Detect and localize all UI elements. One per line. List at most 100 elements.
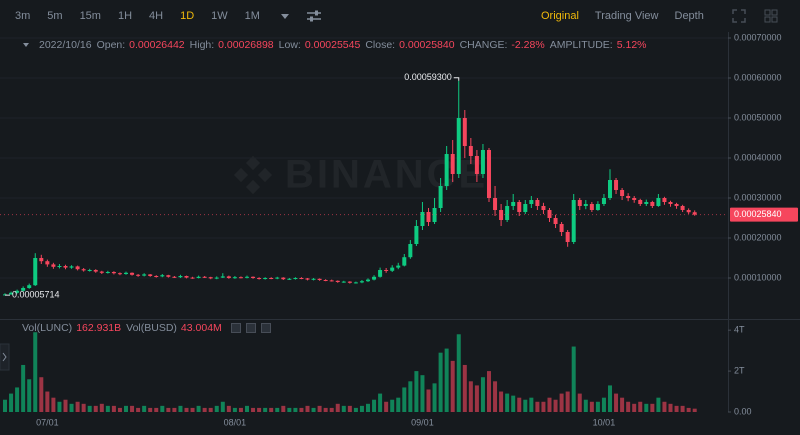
volume-bar — [662, 401, 667, 412]
settings-icon[interactable] — [306, 9, 322, 23]
info-value: 0.00025840 — [399, 39, 455, 51]
volume-label: Vol(LUNC) — [22, 322, 73, 334]
volume-bar — [196, 405, 201, 412]
candle-body — [620, 190, 625, 196]
candle-body — [378, 270, 383, 277]
interval-button[interactable]: 4H — [149, 10, 164, 22]
candle-body — [93, 270, 98, 272]
max-label: 0.00059300 — [404, 72, 452, 82]
volume-tick-label: 4T — [734, 325, 745, 335]
x-tick-label: 08/01 — [224, 417, 247, 427]
volume-bar — [27, 379, 32, 412]
candle-body — [160, 275, 165, 277]
candle-body — [63, 266, 68, 268]
info-value: 5.12% — [616, 39, 647, 51]
volume-bar — [21, 364, 26, 412]
candle-body — [111, 272, 116, 274]
info-label: Low: — [278, 39, 301, 51]
volume-info: Vol(LUNC) 162.931B Vol(BUSD) 43.004M — [22, 321, 271, 335]
candle-body — [196, 276, 201, 278]
volume-bar — [299, 407, 304, 412]
volume-bar — [650, 403, 655, 412]
collapse-caret[interactable] — [22, 41, 30, 49]
candle-body — [608, 180, 612, 198]
volume-bar — [674, 405, 679, 412]
volume-bar — [160, 405, 165, 412]
interval-button[interactable]: 1M — [244, 10, 260, 22]
volume-bar — [9, 393, 14, 412]
volume-bar — [105, 405, 110, 412]
layout-icon[interactable] — [764, 9, 778, 23]
view-button[interactable]: Trading View — [594, 10, 659, 22]
interval-button[interactable]: 1D — [180, 10, 195, 22]
volume-bar — [214, 405, 219, 412]
candle-body — [662, 198, 667, 202]
info-label: Open: — [96, 39, 126, 51]
candle-body — [680, 206, 685, 210]
view-button[interactable]: Original — [541, 10, 579, 22]
candle-body — [142, 274, 147, 276]
volume-bar — [680, 405, 685, 412]
volume-bar — [438, 352, 443, 412]
interval-button[interactable]: 15m — [79, 10, 101, 22]
candle-body — [124, 272, 128, 274]
interval-button[interactable]: 3m — [15, 10, 31, 22]
candle-body — [81, 269, 86, 271]
volume-value: 162.931B — [76, 322, 122, 334]
candle-body — [601, 198, 606, 204]
volume-bar — [608, 385, 612, 412]
volume-bar — [535, 401, 540, 412]
volume-bar — [372, 399, 377, 412]
candle-body — [281, 277, 286, 280]
candles — [3, 80, 697, 296]
volume-bar — [450, 360, 455, 412]
candle-body — [462, 118, 467, 146]
candle-body — [565, 232, 570, 242]
volume-label: Vol(BUSD) — [126, 322, 177, 334]
candle-body — [656, 198, 661, 206]
interval-button[interactable]: 1H — [117, 10, 133, 22]
candle-body — [275, 277, 280, 279]
interval-button[interactable]: 1W — [211, 10, 228, 22]
volume-settings-icon[interactable] — [245, 323, 256, 333]
volume-bar — [33, 332, 38, 412]
candle-body — [450, 154, 455, 174]
volume-bar — [63, 399, 68, 412]
candle-body — [692, 212, 697, 215]
x-tick-label: 09/01 — [411, 417, 434, 427]
volume-bar — [462, 364, 467, 412]
candle-body — [105, 272, 110, 273]
volume-tick-label: 2T — [734, 365, 745, 375]
volume-bar — [432, 383, 437, 412]
volume-bar — [281, 405, 286, 412]
candle-body — [269, 278, 274, 279]
candle-body — [396, 265, 401, 268]
panel-toggle[interactable] — [0, 343, 10, 371]
candle-body — [178, 276, 183, 278]
volume-bar — [269, 407, 274, 412]
volume-bar — [583, 399, 588, 412]
candle-body — [553, 218, 558, 224]
candle-body — [293, 278, 298, 279]
interval-button[interactable]: 5m — [47, 10, 63, 22]
candle-body — [456, 118, 461, 174]
volume-bar — [692, 408, 697, 412]
x-tick-label: 07/01 — [36, 417, 59, 427]
volume-bar — [493, 381, 498, 412]
volume-eye-icon[interactable] — [230, 323, 241, 333]
info-label: High: — [189, 39, 215, 51]
candle-body — [390, 267, 395, 271]
fullscreen-icon[interactable] — [732, 9, 746, 23]
view-button[interactable]: Depth — [674, 10, 704, 22]
volume-bar — [468, 381, 473, 412]
candle-body — [366, 279, 370, 282]
volume-bar — [117, 407, 122, 412]
candle-body — [438, 186, 443, 208]
candle-body — [51, 264, 56, 267]
volume-bar — [420, 375, 425, 412]
volume-tick-label: 0.00 — [734, 406, 752, 416]
more-intervals[interactable] — [280, 11, 290, 21]
volume-close-icon[interactable] — [260, 323, 271, 333]
candle-body — [523, 204, 528, 212]
